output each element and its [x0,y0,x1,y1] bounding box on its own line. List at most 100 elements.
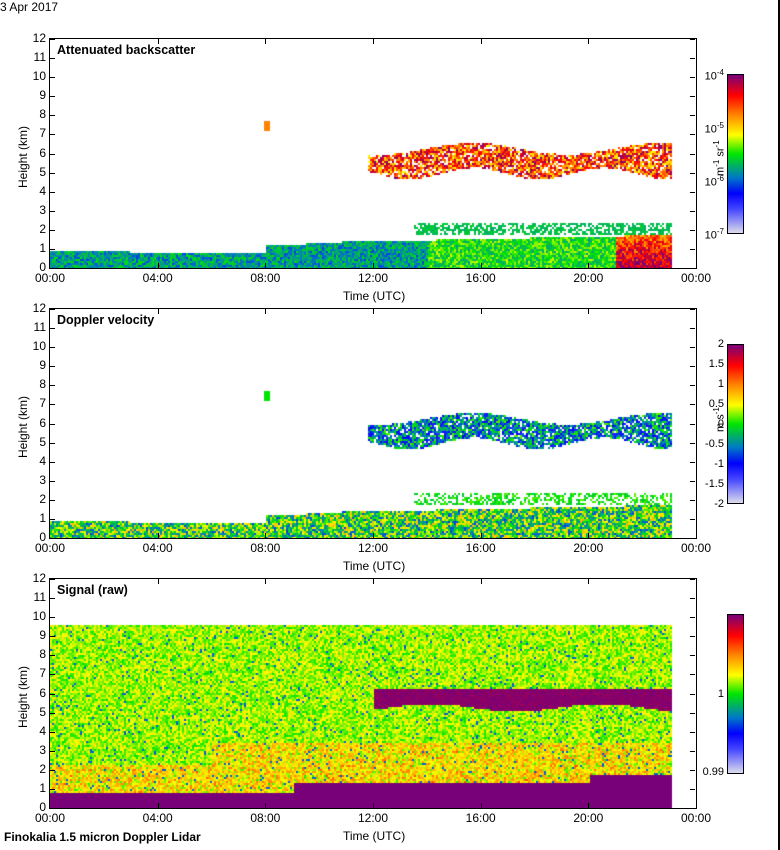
y-tick-label: 7 [39,666,46,681]
colorbar-unit: m s-1 [712,407,727,432]
y-tick-mark [50,192,55,193]
backscatter-panel: Attenuated backscatter [49,38,697,269]
panel-title: Attenuated backscatter [57,43,196,57]
y-tick-mark [690,538,695,539]
signal-panel: Signal (raw) [49,578,697,809]
frame-border [778,0,780,850]
x-tick-mark [265,263,266,268]
y-tick-label: 7 [39,126,46,141]
x-tick-label: 12:00 [357,271,389,285]
x-tick-mark [373,309,374,314]
colorbar-tick: 1 [717,378,724,390]
y-tick-label: 10 [32,339,46,354]
y-tick-mark [50,77,55,78]
x-tick-mark [481,579,482,584]
x-tick-label: 20:00 [573,271,604,285]
x-tick-mark [373,533,374,538]
backscatter-heatmap [50,39,696,268]
y-tick-mark [690,39,695,40]
colorbar-tick: -1 [714,458,724,470]
y-tick-mark [50,500,55,501]
y-tick-mark [50,249,55,250]
x-tick-mark [158,533,159,538]
x-tick-mark [481,309,482,314]
x-tick-label: 20:00 [573,541,604,555]
x-tick-mark [158,803,159,808]
colorbar-tick: 0 [717,418,724,430]
y-tick-label: 0 [39,800,46,814]
y-tick-mark [50,134,55,135]
x-tick-label: 08:00 [250,541,281,555]
y-tick-mark [690,598,695,599]
x-tick-label: 04:00 [142,271,173,285]
y-tick-mark [50,462,55,463]
y-tick-label: 2 [39,491,46,506]
y-tick-mark [690,808,695,809]
x-tick-mark [373,263,374,268]
x-tick-label: 00:00 [34,811,66,825]
y-tick-mark [50,385,55,386]
x-axis-label: Time (UTC) [343,289,406,303]
y-tick-label: 11 [33,50,46,65]
y-tick-mark [690,443,695,444]
y-tick-mark [690,249,695,250]
y-tick-label: 4 [39,723,46,738]
velocity-heatmap [50,309,696,538]
x-tick-mark [265,803,266,808]
y-tick-mark [690,154,695,155]
x-tick-mark [265,579,266,584]
y-tick-label: 10 [32,69,46,84]
y-tick-mark [690,751,695,752]
colorbar-tick: 2 [717,338,724,350]
y-tick-label: 1 [39,780,46,795]
colorbar-tick: 10-7 [704,227,724,242]
y-tick-mark [50,404,55,405]
y-tick-label: 8 [39,647,46,662]
y-tick-mark [690,268,695,269]
y-tick-mark [690,385,695,386]
panel-title: Doppler velocity [57,313,155,327]
x-tick-label: 12:00 [357,811,389,825]
colorbar-unit: m-1 sr-1 [712,140,727,176]
x-tick-label: 00:00 [680,271,712,285]
y-tick-label: 12 [32,31,46,45]
x-tick-label: 16:00 [465,811,496,825]
y-tick-mark [690,211,695,212]
y-tick-mark [50,598,55,599]
y-tick-label: 4 [39,453,46,468]
y-tick-mark [690,519,695,520]
x-tick-mark [373,579,374,584]
backscatter-colorbar [727,74,744,234]
y-tick-mark [50,39,55,40]
x-tick-label: 20:00 [573,811,604,825]
y-tick-label: 12 [32,571,46,585]
x-tick-label: 04:00 [142,541,173,555]
y-tick-mark [690,115,695,116]
y-tick-label: 2 [39,761,46,776]
y-tick-mark [690,404,695,405]
colorbar-tick: 10-5 [704,121,724,136]
y-tick-label: 5 [39,164,46,179]
x-tick-label: 08:00 [250,271,281,285]
colorbar-tick: 1.5 [708,358,724,370]
x-axis-label: Time (UTC) [343,559,406,573]
y-tick-mark [50,154,55,155]
y-tick-label: 0 [39,260,46,274]
y-tick-mark [50,347,55,348]
y-tick-label: 6 [39,145,46,160]
y-tick-mark [690,770,695,771]
y-tick-label: 2 [39,221,46,236]
y-tick-mark [50,732,55,733]
y-tick-mark [50,230,55,231]
y-tick-mark [50,538,55,539]
y-tick-label: 3 [39,472,46,487]
x-tick-mark [481,39,482,44]
y-tick-mark [690,328,695,329]
x-tick-mark [158,39,159,44]
y-tick-mark [690,579,695,580]
colorbar-tick: -1.5 [705,478,724,490]
y-tick-mark [50,309,55,310]
y-tick-mark [50,424,55,425]
y-tick-mark [690,58,695,59]
y-tick-mark [690,732,695,733]
